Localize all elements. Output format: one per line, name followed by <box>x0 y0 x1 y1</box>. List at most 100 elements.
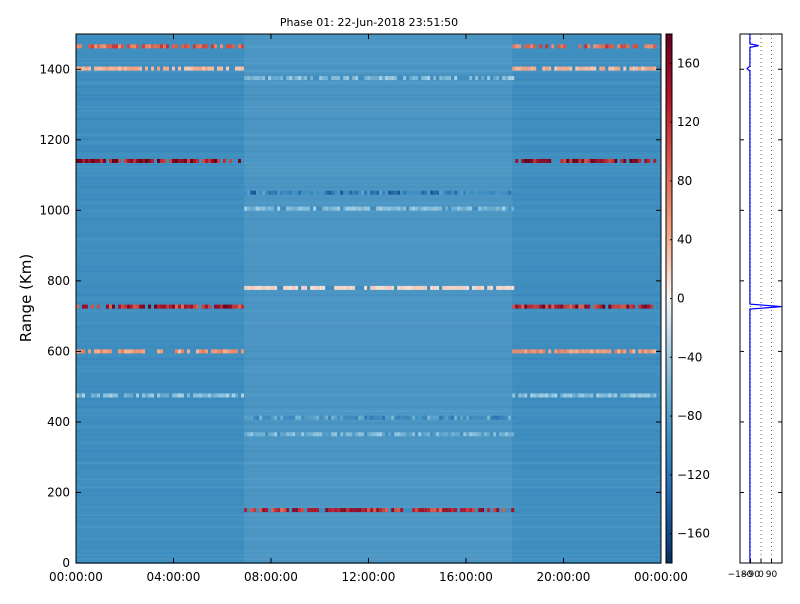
heatmap-band-cell <box>515 66 519 71</box>
heatmap-band-cell <box>644 66 648 71</box>
y-axis: 0 200 400 600 800 1000 1200 1400 <box>39 62 661 570</box>
heatmap-band-cell <box>325 432 329 437</box>
heatmap-band-cell <box>373 415 377 420</box>
heatmap-band-cell <box>274 206 278 211</box>
heatmap-band-cell <box>430 76 434 81</box>
heatmap-band-cell <box>638 44 642 49</box>
heatmap-band-cell <box>268 508 272 513</box>
heatmap-band-cell <box>301 508 305 513</box>
heatmap-band-cell <box>542 304 546 309</box>
heatmap-band-cell <box>478 508 482 513</box>
heatmap-band-cell <box>307 76 311 81</box>
heatmap-band-cell <box>208 349 211 354</box>
colorbar-tick-label: −160 <box>677 527 710 541</box>
heatmap-band-cell <box>647 66 651 71</box>
heatmap-band-cell <box>460 285 464 290</box>
heatmap-band-cell <box>298 508 302 513</box>
heatmap-band-cell <box>220 66 223 71</box>
heatmap-band-cell <box>82 158 85 163</box>
heatmap-band-cell <box>187 158 190 163</box>
heatmap-band-cell <box>391 432 395 437</box>
heatmap-band-cell <box>530 66 534 71</box>
heatmap-band-cell <box>328 508 332 513</box>
y-tick-label: 0 <box>62 556 70 570</box>
heatmap-band-cell <box>124 66 127 71</box>
heatmap-band-cell <box>403 76 407 81</box>
colorbar: 160 120 80 40 0 −40 −80 −120 −160 <box>665 33 710 564</box>
heatmap-band-cell <box>641 349 645 354</box>
heatmap-band-cell <box>502 432 506 437</box>
heatmap-band-cell <box>641 66 645 71</box>
heatmap-band-cell <box>133 158 136 163</box>
heatmap-band-cell <box>223 44 226 49</box>
heatmap-band-cell <box>262 206 266 211</box>
heatmap-row <box>76 230 661 232</box>
heatmap-band-cell <box>139 44 142 49</box>
heatmap-band-cell <box>238 66 241 71</box>
heatmap-band-cell <box>229 44 232 49</box>
heatmap-band-cell <box>373 206 377 211</box>
heatmap-row <box>76 406 661 408</box>
heatmap-band-cell <box>265 415 269 420</box>
heatmap-band-cell <box>223 393 226 398</box>
heatmap-row <box>76 90 661 92</box>
heatmap-band-cell <box>391 285 395 290</box>
profile-x-tick-label: −90 <box>741 570 760 580</box>
heatmap-band-cell <box>499 190 503 195</box>
heatmap-band-cell <box>277 190 281 195</box>
heatmap-band-cell <box>91 393 94 398</box>
heatmap-band-cell <box>536 393 540 398</box>
heatmap-band-cell <box>554 349 558 354</box>
heatmap-band-cell <box>641 304 645 309</box>
heatmap-band-cell <box>250 432 254 437</box>
heatmap-band-cell <box>439 206 443 211</box>
heatmap-band-cell <box>602 66 606 71</box>
heatmap-band-cell <box>484 285 488 290</box>
heatmap-band-cell <box>364 432 368 437</box>
heatmap-band-cell <box>457 285 461 290</box>
heatmap-band-cell <box>524 349 528 354</box>
heatmap-band-cell <box>298 206 302 211</box>
heatmap-band-cell <box>469 190 473 195</box>
heatmap-band-cell <box>301 432 305 437</box>
heatmap-band-cell <box>463 432 467 437</box>
heatmap-row <box>76 402 661 404</box>
heatmap-band-cell <box>118 158 121 163</box>
heatmap-band-cell <box>241 66 244 71</box>
heatmap-band-cell <box>608 304 612 309</box>
heatmap-band-cell <box>611 158 615 163</box>
heatmap-band-cell <box>512 393 516 398</box>
heatmap-band-cell <box>400 432 404 437</box>
heatmap-band-cell <box>130 66 133 71</box>
heatmap-band-cell <box>623 158 627 163</box>
heatmap-band-cell <box>388 206 392 211</box>
heatmap-band-cell <box>421 190 425 195</box>
heatmap-band-cell <box>277 285 281 290</box>
heatmap-band-cell <box>190 158 193 163</box>
heatmap-band-cell <box>421 76 425 81</box>
heatmap-band-cell <box>376 285 380 290</box>
heatmap-band-cell <box>539 304 543 309</box>
heatmap-band-cell <box>478 206 482 211</box>
heatmap-band-cell <box>433 432 437 437</box>
heatmap-band-cell <box>581 393 585 398</box>
heatmap-band-cell <box>220 349 223 354</box>
heatmap-band-cell <box>463 415 467 420</box>
heatmap-row <box>76 134 661 136</box>
heatmap-band-cell <box>163 158 166 163</box>
heatmap-band-cell <box>214 393 217 398</box>
heatmap-band-cell <box>430 508 434 513</box>
heatmap-band-cell <box>223 349 226 354</box>
heatmap-band-cell <box>244 190 248 195</box>
heatmap-row <box>76 46 661 48</box>
heatmap-band-cell <box>274 190 278 195</box>
heatmap-band-cell <box>536 349 540 354</box>
heatmap-band-cell <box>382 206 386 211</box>
heatmap-band-cell <box>430 206 434 211</box>
heatmap-band-cell <box>403 190 407 195</box>
heatmap-band-cell <box>527 158 531 163</box>
heatmap-row <box>76 482 661 484</box>
heatmap-band-cell <box>511 190 515 195</box>
heatmap-band-cell <box>463 508 467 513</box>
heatmap-band-cell <box>602 393 606 398</box>
